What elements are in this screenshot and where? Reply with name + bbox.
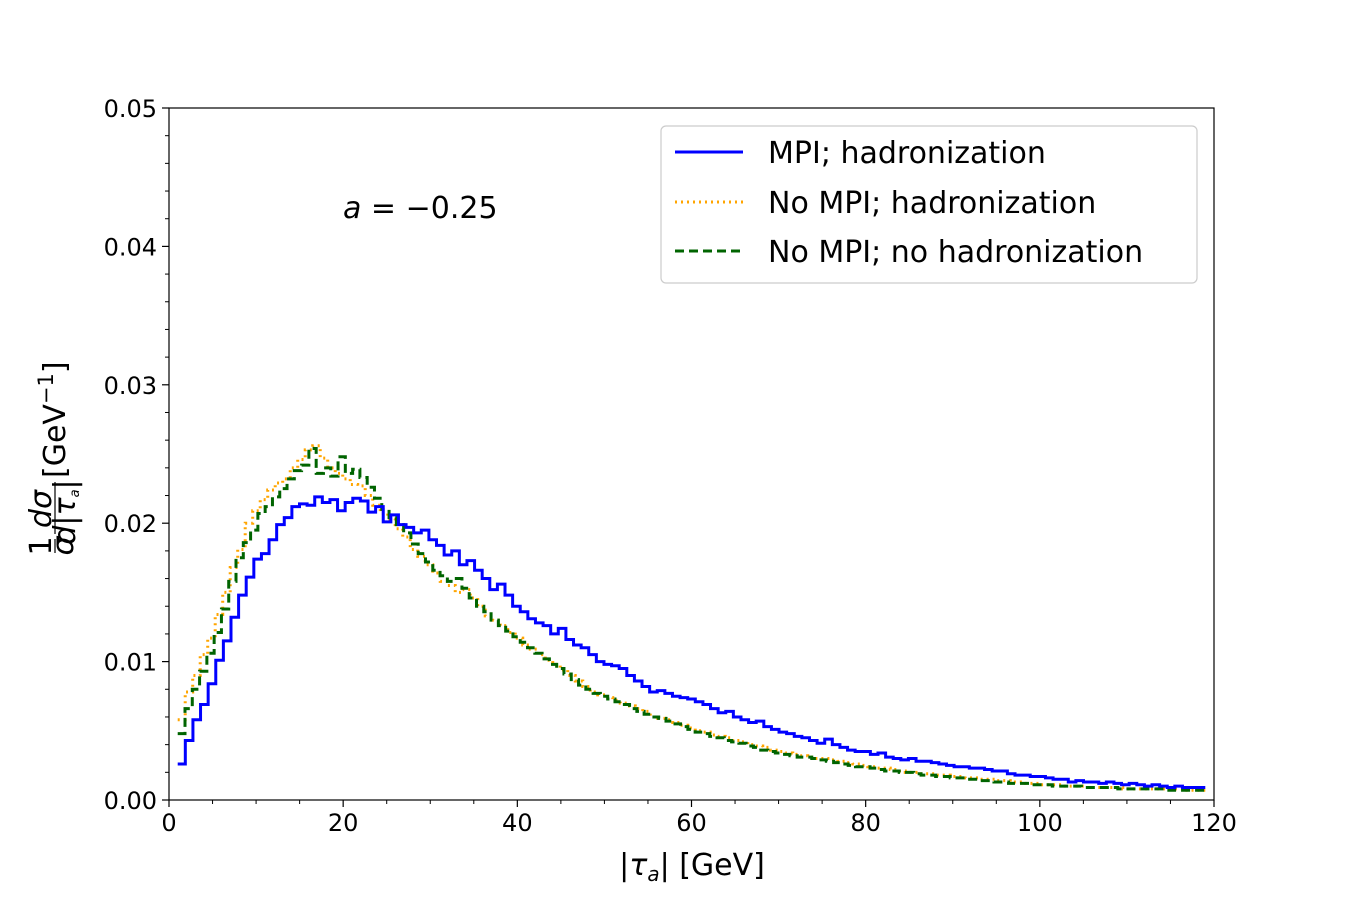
series-no-mpi-hadronization — [177, 444, 1206, 792]
x-tick-label: 80 — [850, 809, 881, 837]
legend-label-no-mpi-no-hadronization: No MPI; no hadronization — [768, 235, 1143, 270]
x-axis-label-symbol: τ — [629, 848, 648, 883]
x-tick-label: 120 — [1191, 809, 1237, 837]
y-label-unit-close: ] — [38, 361, 73, 373]
y-tick-label: 0.01 — [104, 649, 157, 677]
y-label-unit-open: [GeV — [38, 404, 73, 478]
y-label-sigma: σ — [46, 536, 81, 556]
legend: MPI; hadronization No MPI; hadronization… — [660, 125, 1198, 284]
legend-label-no-mpi-hadronization: No MPI; hadronization — [768, 186, 1096, 221]
y-label-dtau-main: d|τ — [48, 496, 83, 544]
annotation: a = −0.25 — [343, 191, 498, 226]
y-label-dtau-sub: a — [68, 489, 83, 497]
x-axis-label-open: | — [619, 848, 629, 883]
y-label-dsigma: dσ — [24, 489, 59, 528]
y-axis-label: 1 σ dσ d|τa| [GeV−1] — [24, 361, 83, 555]
y-label-one: 1 — [24, 536, 59, 555]
legend-box — [660, 125, 1198, 284]
y-tick-label: 0.03 — [104, 372, 157, 400]
y-tick-label: 0.05 — [104, 95, 157, 123]
x-tick-label: 100 — [1017, 809, 1063, 837]
annotation-eq: = −0.25 — [361, 191, 497, 226]
annotation-var: a — [343, 191, 361, 226]
x-tick-label: 20 — [328, 809, 359, 837]
x-tick-label: 40 — [502, 809, 533, 837]
y-tick-label: 0.04 — [104, 233, 157, 261]
x-axis-label-close: | [GeV] — [660, 848, 765, 883]
legend-label-mpi-hadronization: MPI; hadronization — [768, 136, 1046, 171]
x-tick-label: 60 — [676, 809, 707, 837]
x-axis-label-sub: a — [647, 862, 659, 886]
y-tick-label: 0.00 — [104, 787, 157, 815]
series-no-mpi-no-hadronization — [177, 446, 1206, 792]
series-layer — [177, 444, 1206, 792]
y-label-dtau: d|τa| — [48, 479, 83, 544]
y-label-unit: [GeV−1] — [34, 361, 73, 478]
y-tick-label: 0.02 — [104, 510, 157, 538]
y-label-unit-exp: −1 — [34, 373, 58, 404]
ticks-layer: 0 20 40 60 80 100 120 0.00 0.01 0.02 0.03 0.04 0.05 — [104, 95, 1237, 837]
series-mpi-hadronization — [177, 495, 1206, 790]
y-label-dtau-close: | — [48, 479, 83, 489]
x-axis-label: |τa| [GeV] — [619, 848, 765, 886]
x-tick-label: 0 — [161, 809, 176, 837]
